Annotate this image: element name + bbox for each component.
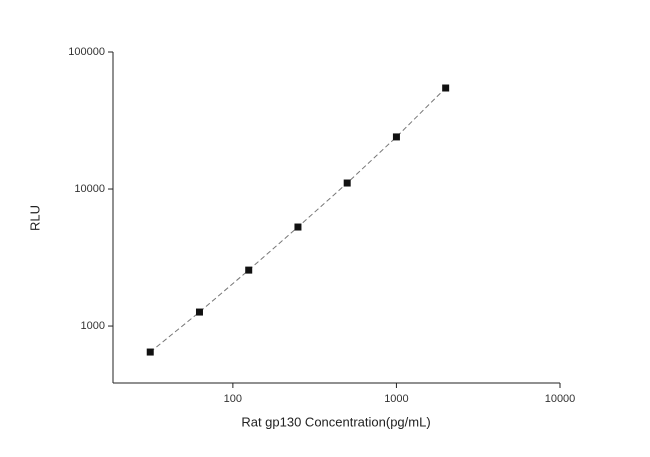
y-tick-label: 100000: [68, 46, 105, 58]
point: [392, 133, 400, 141]
y-axis-title: RLU: [27, 205, 42, 231]
point: [146, 348, 154, 356]
x-tick-label: 1000: [384, 393, 408, 405]
y-tick-label: 10000: [74, 183, 105, 195]
fit-line: [149, 87, 447, 353]
point: [442, 84, 450, 92]
y-tick-label: 1000: [81, 320, 105, 332]
point: [294, 223, 302, 231]
x-tick-label: 100: [224, 393, 242, 405]
point: [343, 179, 351, 187]
point: [195, 308, 203, 316]
x-tick-label: 10000: [545, 393, 576, 405]
point: [245, 266, 253, 274]
x-axis-title: Rat gp130 Concentration(pg/mL): [241, 414, 430, 429]
